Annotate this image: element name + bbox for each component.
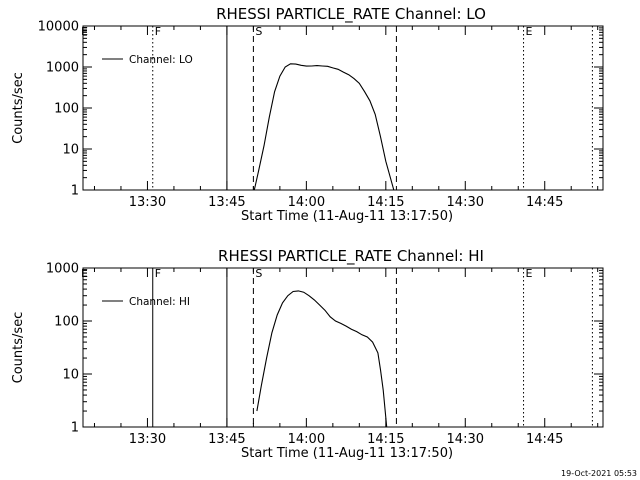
marker-label: S [255,25,262,38]
legend-label: Channel: HI [129,296,190,308]
y-tick-label: 1 [71,421,79,436]
x-tick-label: 13:45 [208,195,245,210]
plot-frame [82,25,604,191]
series-line [256,290,388,428]
marker-label: E [81,25,88,38]
marker-label: S [255,267,262,280]
chart-title: RHESSI PARTICLE_RATE Channel: HI [218,247,484,266]
panel-2: RHESSI PARTICLE_RATE Channel: HI 1 10 100 10… [11,247,604,461]
marker-label: E [526,267,533,280]
panel-1: RHESSI PARTICLE_RATE Channel: LO 1 10 100 10… [11,5,604,224]
x-tick-label: 14:45 [526,432,563,447]
x-tick-label: 14:15 [367,432,404,447]
y-axis-label: Counts/sec [11,312,26,384]
x-tick-label: 13:45 [208,432,245,447]
x-axis-label: Start Time (11-Aug-11 13:17:50) [241,446,453,461]
legend-label: Channel: LO [129,54,193,66]
y-tick-label: 10000 [38,20,79,35]
marker-label: E [526,25,533,38]
series-line [253,63,395,191]
x-tick-label: 13:30 [129,195,166,210]
x-tick-label: 14:00 [288,195,325,210]
x-tick-label: 14:30 [447,195,484,210]
y-tick-label: 1000 [46,61,79,76]
footer-timestamp: 19-Oct-2021 05:53 [561,469,637,478]
x-tick-label: 14:30 [447,432,484,447]
y-axis-label: Counts/sec [11,72,26,144]
y-tick-label: 1 [71,184,79,199]
chart-title: RHESSI PARTICLE_RATE Channel: LO [216,5,486,24]
x-tick-label: 14:00 [288,432,325,447]
y-tick-label: 10 [62,143,79,158]
y-tick-label: 100 [54,102,79,117]
plot-frame [82,267,604,428]
y-tick-label: 1000 [46,262,79,277]
y-tick-label: 100 [54,315,79,330]
marker-label: F [155,267,161,280]
x-tick-label: 13:30 [129,432,166,447]
x-tick-label: 14:15 [367,195,404,210]
marker-label: E [81,267,88,280]
y-tick-label: 10 [62,368,79,383]
x-tick-label: 14:45 [526,195,563,210]
marker-label: F [155,25,161,38]
x-axis-label: Start Time (11-Aug-11 13:17:50) [241,209,453,224]
